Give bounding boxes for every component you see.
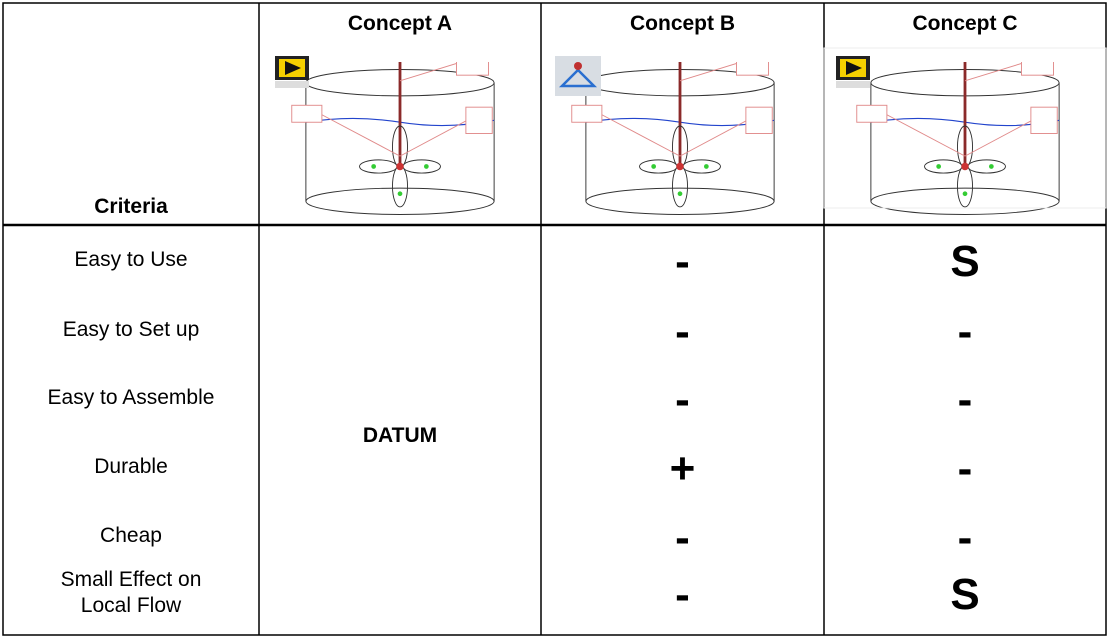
rating: - (675, 375, 690, 424)
criteria-header: Criteria (94, 195, 168, 218)
rating: S (950, 570, 980, 619)
rating: - (957, 375, 973, 424)
rating: + (669, 444, 696, 493)
rating: - (957, 307, 973, 356)
datum-label: DATUM (362, 424, 438, 447)
rating: S (950, 237, 980, 286)
criterion-label: Small Effect on Local Flow (60, 568, 202, 617)
criterion-label: Cheap (100, 524, 162, 547)
criterion-label: Easy to Set up (62, 318, 200, 341)
criterion-label: Easy to Assemble (47, 386, 215, 409)
criterion-label: Durable (94, 455, 168, 478)
rating: - (675, 570, 690, 619)
concept-header: Concept B (630, 12, 735, 35)
rating: - (675, 513, 690, 562)
concept-header: Concept A (347, 12, 453, 35)
concept-header: Concept C (912, 12, 1018, 35)
rating: - (957, 444, 973, 493)
rating: - (957, 513, 973, 562)
criterion-label: Easy to Use (74, 248, 188, 271)
rating: - (675, 307, 690, 356)
rating: - (675, 237, 690, 286)
